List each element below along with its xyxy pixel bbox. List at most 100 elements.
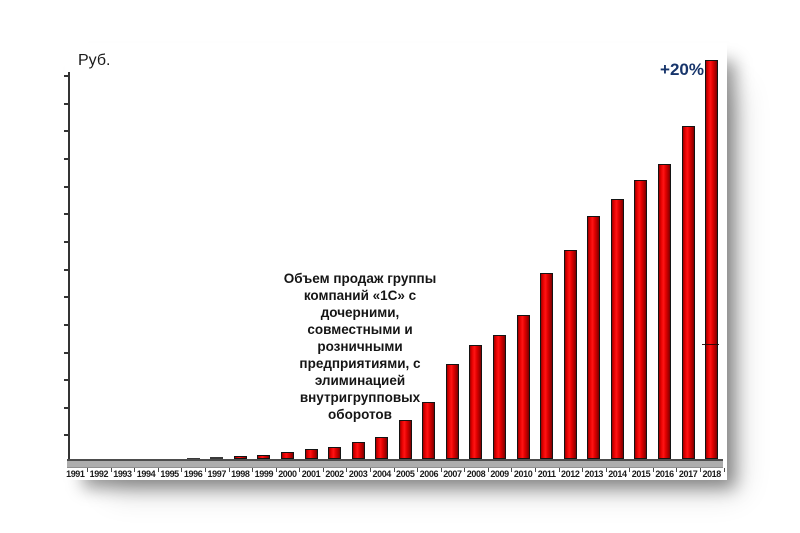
- x-axis-tick: [110, 468, 112, 472]
- x-axis-tick: [181, 468, 183, 472]
- bar-2015: [634, 180, 648, 459]
- annotation-line: внутригрупповых: [299, 390, 421, 405]
- x-axis-tick: [440, 468, 442, 472]
- x-tick-label-1995: 1995: [160, 469, 179, 479]
- x-tick-label-2016: 2016: [655, 469, 674, 479]
- y-axis-tick: [64, 130, 69, 133]
- x-tick-label-2018: 2018: [702, 469, 721, 479]
- x-tick-label-2009: 2009: [490, 469, 509, 479]
- x-tick-label-2013: 2013: [584, 469, 604, 479]
- y-axis-tick: [64, 406, 69, 409]
- x-axis-tick: [464, 468, 466, 472]
- y-axis-tick: [64, 102, 69, 105]
- x-axis-tick: [676, 468, 678, 472]
- growth-badge: +20%: [660, 60, 704, 79]
- y-axis-tick: [64, 268, 69, 271]
- x-axis-tick: [204, 468, 206, 472]
- bar-divider-line: [702, 343, 720, 345]
- x-axis-tick: [228, 468, 230, 472]
- y-axis-tick: [64, 185, 69, 188]
- x-axis-tick: [346, 468, 348, 472]
- x-tick-label-1993: 1993: [113, 469, 132, 479]
- annotation-line: элиминацией: [314, 373, 406, 388]
- chart-slide: Руб. +20% 1991 1992 1993 1994 1995 1996 1997 19…: [64, 43, 727, 481]
- bar-2001: [304, 449, 318, 459]
- y-axis-tick: [64, 213, 69, 216]
- bar-2017: [681, 126, 695, 459]
- annotation-line: дочерними,: [320, 305, 400, 320]
- x-axis-labels: 1991 1992 1993 1994 1995 1996 1997 1998 1999 2000…: [65, 469, 727, 481]
- bar-1997: [210, 457, 224, 459]
- x-tick-label-2007: 2007: [443, 469, 462, 479]
- x-tick-label-2014: 2014: [608, 469, 627, 479]
- y-axis-tick: [64, 75, 69, 77]
- bar-2003: [351, 442, 365, 459]
- bar-2010: [516, 315, 530, 459]
- x-tick-label-2000: 2000: [278, 469, 297, 479]
- x-axis-tick: [87, 468, 89, 472]
- x-tick-label-1997: 1997: [207, 469, 227, 479]
- bar-1998: [233, 456, 247, 459]
- x-axis-tick: [534, 468, 536, 472]
- bar-1999: [257, 454, 271, 459]
- y-axis-tick: [64, 351, 69, 354]
- y-axis-tick: [64, 296, 69, 299]
- bar-2002: [328, 447, 342, 459]
- x-axis-tick: [393, 468, 395, 472]
- annotation-line: оборотов: [328, 407, 392, 422]
- x-tick-label-2002: 2002: [325, 469, 344, 479]
- bar-2000: [280, 452, 294, 459]
- x-tick-label-2012: 2012: [561, 469, 580, 479]
- annotation-line: совместными и: [307, 322, 413, 337]
- annotation-line: компаний «1С» с: [303, 288, 417, 303]
- bar-2005: [398, 420, 412, 459]
- bar-2013: [587, 216, 601, 459]
- x-axis-tick: [723, 468, 725, 472]
- x-axis-tick: [699, 468, 701, 472]
- annotation-line: предприятиями, с: [299, 356, 421, 371]
- x-tick-label-2008: 2008: [466, 469, 486, 479]
- y-axis-tick: [64, 379, 69, 382]
- bar-2006: [422, 402, 436, 459]
- y-axis-tick: [64, 240, 69, 243]
- x-tick-label-2006: 2006: [419, 469, 439, 479]
- bar-2014: [610, 199, 624, 459]
- y-axis-tick: [64, 434, 69, 437]
- plot-area: [65, 43, 727, 459]
- x-axis-tick: [511, 468, 513, 472]
- x-tick-label-2001: 2001: [301, 469, 321, 479]
- bar-2011: [540, 272, 554, 459]
- x-tick-label-1998: 1998: [231, 469, 250, 479]
- x-tick-label-1999: 1999: [254, 469, 274, 479]
- x-axis-tick: [487, 468, 489, 472]
- bar-2008: [469, 345, 483, 459]
- bar-2004: [375, 437, 389, 459]
- x-axis-tick: [252, 468, 254, 472]
- bar-1996: [186, 458, 200, 459]
- x-tick-label-2017: 2017: [678, 469, 698, 479]
- y-axis-tick: [64, 157, 69, 160]
- bar-2016: [658, 164, 672, 459]
- x-tick-label-2010: 2010: [513, 469, 533, 479]
- x-axis-tick: [417, 468, 419, 472]
- x-axis-tick: [629, 468, 631, 472]
- x-tick-label-2011: 2011: [537, 469, 556, 479]
- annotation-line: розничными: [317, 339, 403, 354]
- x-axis-tick: [157, 468, 159, 472]
- x-axis-tick: [369, 468, 371, 472]
- chart-annotation: Объем продаж группы компаний «1С» с дочерн…: [220, 270, 500, 423]
- bar-2012: [563, 249, 577, 459]
- x-axis-tick: [275, 468, 277, 472]
- x-axis-tick: [582, 468, 584, 472]
- x-axis-band: [67, 459, 723, 468]
- x-tick-label-2005: 2005: [396, 469, 415, 479]
- x-axis-tick: [652, 468, 654, 472]
- x-tick-label-2003: 2003: [348, 469, 368, 479]
- y-axis-line: [64, 72, 70, 460]
- y-axis-tick: [64, 323, 69, 326]
- x-tick-label-2004: 2004: [372, 469, 391, 479]
- x-tick-label-1992: 1992: [89, 469, 109, 479]
- x-tick-label-2015: 2015: [631, 469, 651, 479]
- x-tick-label-1996: 1996: [183, 469, 203, 479]
- x-axis-tick: [299, 468, 301, 472]
